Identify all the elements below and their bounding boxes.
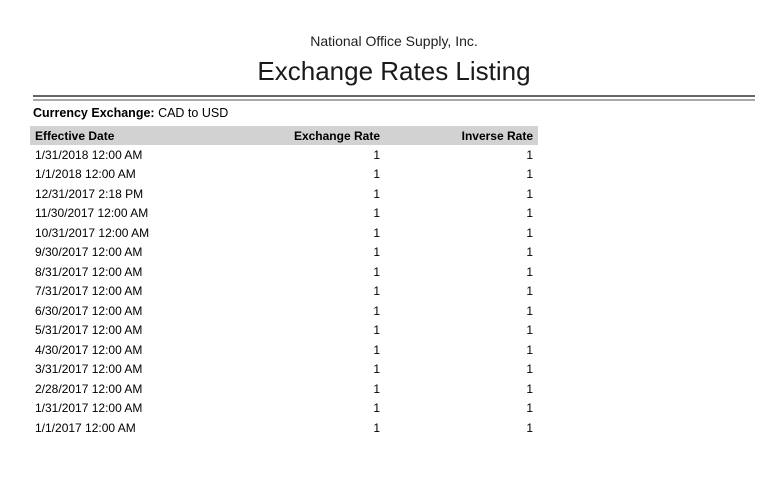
cell-inverse-rate: 1 <box>526 284 533 299</box>
separator-line-bottom <box>33 99 755 101</box>
cell-inverse-rate: 1 <box>526 225 533 240</box>
cell-inverse-rate: 1 <box>526 186 533 201</box>
cell-effective-date: 2/28/2017 12:00 AM <box>35 381 143 396</box>
table-row: 11/30/2017 12:00 AM 1 1 <box>30 204 538 224</box>
cell-exchange-rate: 1 <box>373 284 380 299</box>
cell-effective-date: 10/31/2017 12:00 AM <box>35 225 150 240</box>
cell-effective-date: 1/31/2017 12:00 AM <box>35 401 143 416</box>
cell-inverse-rate: 1 <box>526 342 533 357</box>
column-header-inverse-rate: Inverse Rate <box>385 126 538 145</box>
table-row: 3/31/2017 12:00 AM 1 1 <box>30 360 538 380</box>
cell-exchange-rate: 1 <box>373 381 380 396</box>
cell-exchange-rate: 1 <box>373 420 380 435</box>
column-header-exchange-rate: Exchange Rate <box>235 126 385 145</box>
cell-inverse-rate: 1 <box>526 147 533 162</box>
cell-inverse-rate: 1 <box>526 206 533 221</box>
cell-exchange-rate: 1 <box>373 206 380 221</box>
cell-effective-date: 1/31/2018 12:00 AM <box>35 147 143 162</box>
table-row: 8/31/2017 12:00 AM 1 1 <box>30 262 538 282</box>
currency-exchange-line: Currency Exchange: CAD to USD <box>33 106 755 121</box>
cell-inverse-rate: 1 <box>526 362 533 377</box>
cell-effective-date: 1/1/2017 12:00 AM <box>35 420 136 435</box>
header-separator <box>33 95 755 101</box>
cell-exchange-rate: 1 <box>373 147 380 162</box>
table-row: 6/30/2017 12:00 AM 1 1 <box>30 301 538 321</box>
table-body: 1/31/2018 12:00 AM 1 1 1/1/2018 12:00 AM 1 1 1… <box>30 145 538 438</box>
cell-effective-date: 5/31/2017 12:00 AM <box>35 323 143 338</box>
table-row: 1/31/2018 12:00 AM 1 1 <box>30 145 538 165</box>
cell-exchange-rate: 1 <box>373 186 380 201</box>
cell-exchange-rate: 1 <box>373 323 380 338</box>
report-page: National Office Supply, Inc. Exchange Ra… <box>30 33 755 438</box>
cell-effective-date: 4/30/2017 12:00 AM <box>35 342 143 357</box>
table-row: 1/31/2017 12:00 AM 1 1 <box>30 399 538 419</box>
cell-effective-date: 6/30/2017 12:00 AM <box>35 303 143 318</box>
table-row: 12/31/2017 2:18 PM 1 1 <box>30 184 538 204</box>
table-header-row: Effective Date Exchange Rate Inverse Rat… <box>30 126 538 145</box>
cell-effective-date: 7/31/2017 12:00 AM <box>35 284 143 299</box>
cell-effective-date: 12/31/2017 2:18 PM <box>35 186 144 201</box>
table-row: 2/28/2017 12:00 AM 1 1 <box>30 379 538 399</box>
cell-inverse-rate: 1 <box>526 245 533 260</box>
cell-inverse-rate: 1 <box>526 381 533 396</box>
cell-exchange-rate: 1 <box>373 401 380 416</box>
cell-exchange-rate: 1 <box>373 362 380 377</box>
table-row: 1/1/2017 12:00 AM 1 1 <box>30 418 538 438</box>
cell-inverse-rate: 1 <box>526 167 533 182</box>
table-row: 4/30/2017 12:00 AM 1 1 <box>30 340 538 360</box>
cell-inverse-rate: 1 <box>526 264 533 279</box>
cell-exchange-rate: 1 <box>373 303 380 318</box>
cell-exchange-rate: 1 <box>373 245 380 260</box>
company-name: National Office Supply, Inc. <box>310 33 478 49</box>
cell-exchange-rate: 1 <box>373 264 380 279</box>
cell-effective-date: 8/31/2017 12:00 AM <box>35 264 143 279</box>
table-row: 1/1/2018 12:00 AM 1 1 <box>30 165 538 185</box>
table-row: 7/31/2017 12:00 AM 1 1 <box>30 282 538 302</box>
cell-inverse-rate: 1 <box>526 420 533 435</box>
cell-effective-date: 11/30/2017 12:00 AM <box>35 206 149 221</box>
cell-exchange-rate: 1 <box>373 342 380 357</box>
currency-exchange-label: Currency Exchange: <box>33 106 155 120</box>
column-header-effective-date: Effective Date <box>30 126 235 145</box>
cell-inverse-rate: 1 <box>526 323 533 338</box>
cell-exchange-rate: 1 <box>373 225 380 240</box>
cell-effective-date: 9/30/2017 12:00 AM <box>35 245 143 260</box>
cell-exchange-rate: 1 <box>373 167 380 182</box>
separator-line-top <box>33 95 755 97</box>
cell-inverse-rate: 1 <box>526 401 533 416</box>
page-title: Exchange Rates Listing <box>257 56 531 86</box>
cell-effective-date: 1/1/2018 12:00 AM <box>35 167 136 182</box>
cell-effective-date: 3/31/2017 12:00 AM <box>35 362 143 377</box>
table-row: 5/31/2017 12:00 AM 1 1 <box>30 321 538 341</box>
cell-inverse-rate: 1 <box>526 303 533 318</box>
table-row: 9/30/2017 12:00 AM 1 1 <box>30 243 538 263</box>
currency-exchange-value: CAD to USD <box>158 106 229 120</box>
table-row: 10/31/2017 12:00 AM 1 1 <box>30 223 538 243</box>
exchange-rates-table: Effective Date Exchange Rate Inverse Rat… <box>30 126 538 438</box>
